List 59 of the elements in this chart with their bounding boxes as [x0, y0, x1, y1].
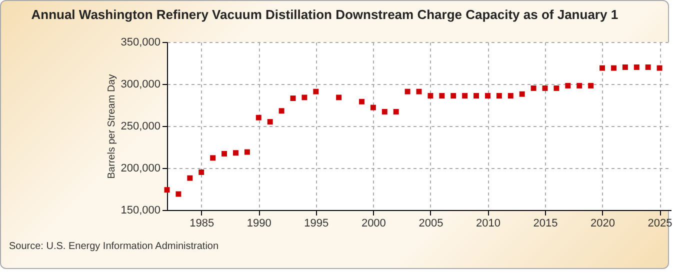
point: [198, 169, 204, 175]
point: [256, 114, 262, 120]
y-tick-label: 350,000: [120, 36, 160, 48]
point: [370, 104, 376, 110]
point: [302, 94, 308, 100]
x-tick-label: 1990: [246, 218, 272, 230]
point: [278, 108, 284, 114]
point: [565, 82, 571, 88]
point: [439, 93, 445, 98]
point: [336, 94, 342, 100]
x-tick-label: 2020: [590, 218, 616, 230]
x-tick-label: 2015: [533, 218, 558, 230]
x-tick-label: 2000: [361, 218, 386, 230]
point: [610, 65, 616, 71]
x-tick-label: 2025: [648, 218, 672, 230]
y-tick-label: 300,000: [120, 78, 160, 90]
point: [267, 119, 273, 125]
point: [576, 82, 582, 88]
point: [164, 187, 170, 193]
point: [210, 155, 216, 161]
x-tick-label: 1995: [304, 218, 329, 230]
point: [496, 93, 502, 98]
y-tick-label: 200,000: [120, 162, 160, 174]
point: [519, 91, 525, 97]
chart-title: Annual Washington Refinery Vacuum Distillation Downstream Charge Capacity as of January 1: [31, 7, 618, 22]
point: [232, 150, 238, 156]
point: [187, 175, 193, 181]
point: [416, 88, 422, 94]
y-axis-title: Barrels per Stream Day: [106, 74, 118, 179]
point: [656, 65, 662, 71]
point: [290, 96, 296, 102]
point: [542, 85, 548, 91]
point: [508, 93, 514, 98]
point: [645, 64, 651, 70]
source-note: Source: U.S. Energy Information Administration: [9, 241, 219, 252]
point: [222, 150, 228, 156]
point: [600, 65, 606, 71]
point: [404, 88, 410, 94]
y-tick-label: 150,000: [120, 204, 160, 216]
point: [358, 98, 364, 104]
x-tick-label: 2005: [418, 218, 444, 230]
point: [428, 93, 434, 98]
x-tick-label: 1985: [190, 218, 214, 230]
y-tick-label: 250,000: [120, 120, 160, 132]
point: [462, 93, 468, 98]
point: [450, 93, 456, 98]
point: [622, 64, 628, 70]
point: [244, 149, 250, 155]
point: [530, 85, 536, 91]
point: [588, 82, 594, 88]
x-tick-label: 2010: [476, 218, 500, 230]
point: [313, 88, 319, 94]
point: [382, 108, 388, 114]
point: [393, 108, 399, 114]
point: [176, 191, 182, 197]
point: [484, 93, 490, 98]
point: [554, 85, 560, 91]
point: [634, 64, 640, 70]
point: [474, 93, 480, 98]
